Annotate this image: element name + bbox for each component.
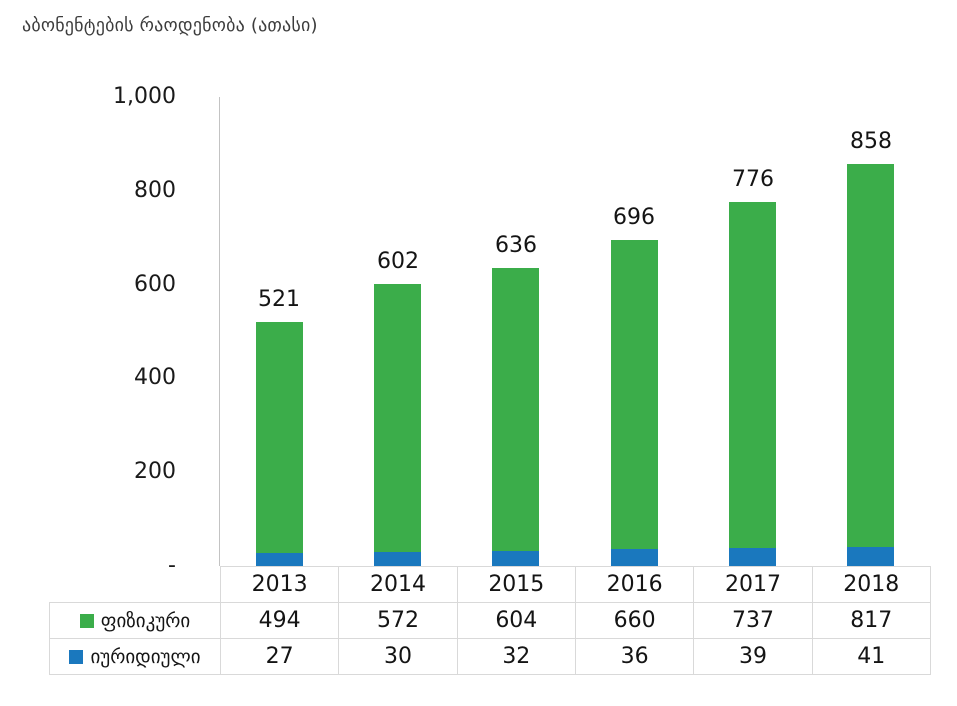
value-cell: 41 [811,638,931,675]
y-axis-tick-label: 1,000 [113,84,176,109]
year-cell: 2014 [338,566,458,603]
bar-total-label: 521 [258,287,300,312]
bar-total-label: 602 [377,249,419,274]
bar-total-label: 858 [850,129,892,154]
series-label: ფიზიკური [100,609,191,632]
bar-total-label: 636 [495,233,537,258]
value-cell: 737 [693,602,813,639]
table-corner-cell [49,566,221,603]
bar-segment-physical [611,240,658,550]
bar-segment-juridical [492,551,539,566]
bar-segment-physical [256,322,303,554]
value-cell: 39 [693,638,813,675]
year-cell: 2018 [811,566,931,603]
y-axis-tick-label: 800 [134,178,176,203]
bar-segment-physical [729,202,776,548]
bar-segment-physical [492,268,539,551]
bar-segment-juridical [256,553,303,566]
bar-segment-juridical [847,547,894,566]
series-label: იურიდიული [90,645,201,668]
table-row-juridical: იურიდიული 27 30 32 36 39 41 [49,638,931,675]
value-cell: 27 [219,638,340,675]
value-cell: 30 [338,638,458,675]
value-cell: 572 [338,602,458,639]
bar-segment-juridical [729,548,776,566]
legend-cell: ფიზიკური [49,602,221,639]
y-axis-tick-label: 600 [134,272,176,297]
table-row-years: 2013 2014 2015 2016 2017 2018 [49,566,931,603]
value-cell: 32 [456,638,576,675]
bar-segment-juridical [374,552,421,566]
year-cell: 2016 [574,566,695,603]
bar-segment-juridical [611,549,658,566]
y-axis-tick-label: - [168,553,176,578]
table-row-physical: ფიზიკური 494 572 604 660 737 817 [49,602,931,639]
value-cell: 817 [811,602,931,639]
legend-cell: იურიდიული [49,638,221,675]
legend-swatch-icon [79,613,94,628]
chart-title: აბონენტების რაოდენობა (ათასი) [22,15,318,36]
value-cell: 494 [219,602,340,639]
y-axis-tick-label: 200 [134,459,176,484]
y-axis-line [219,97,220,566]
value-cell: 36 [574,638,695,675]
value-cell: 660 [574,602,695,639]
y-axis-tick-label: 400 [134,365,176,390]
bar-segment-physical [847,164,894,547]
value-cell: 604 [456,602,576,639]
bar-segment-physical [374,284,421,552]
year-cell: 2017 [693,566,813,603]
year-cell: 2015 [456,566,576,603]
year-cell: 2013 [219,566,340,603]
bar-total-label: 776 [732,167,774,192]
bar-total-label: 696 [613,205,655,230]
legend-swatch-icon [69,649,84,664]
